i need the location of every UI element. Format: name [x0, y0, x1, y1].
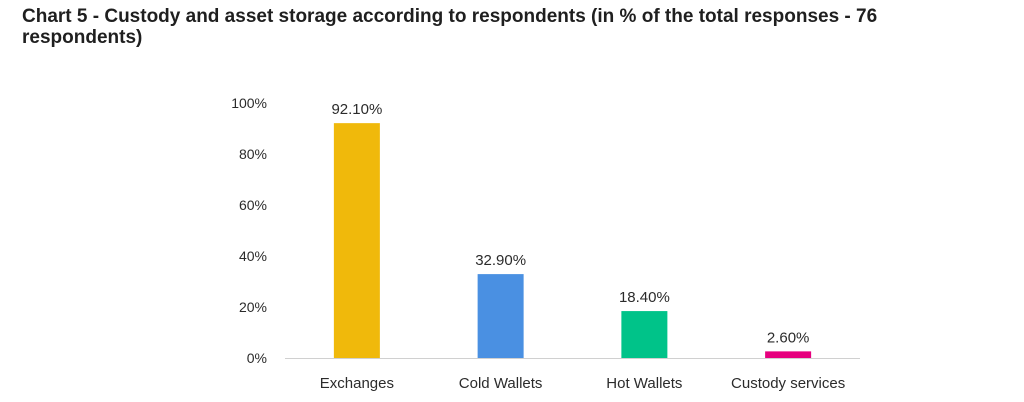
bar-cold-wallets — [477, 274, 524, 358]
y-tick-label: 20% — [239, 299, 267, 315]
y-tick-label: 0% — [247, 350, 267, 366]
data-label: 2.60% — [767, 329, 810, 346]
x-tick-label: Exchanges — [320, 375, 394, 392]
y-axis: 0% 20% 40% 60% 80% 100% — [231, 95, 267, 366]
data-labels-group: 92.10% 32.90% 18.40% 2.60% — [331, 101, 809, 346]
y-tick-label: 60% — [239, 197, 267, 213]
bars-group — [333, 123, 812, 359]
data-label: 18.40% — [619, 289, 670, 306]
bar-exchanges — [333, 123, 380, 359]
x-axis: Exchanges Cold Wallets Hot Wallets Custody … — [320, 375, 845, 392]
bar-hot-wallets — [621, 311, 668, 358]
x-tick-label: Custody services — [731, 375, 845, 392]
bar-custody-services — [765, 351, 812, 358]
y-tick-label: 100% — [231, 95, 267, 111]
x-tick-label: Cold Wallets — [459, 375, 543, 392]
y-tick-label: 80% — [239, 146, 267, 162]
chart-title: Chart 5 - Custody and asset storage acco… — [22, 6, 878, 48]
y-tick-label: 40% — [239, 248, 267, 264]
x-tick-label: Hot Wallets — [606, 375, 682, 392]
data-label: 32.90% — [475, 252, 526, 269]
data-label: 92.10% — [331, 101, 382, 118]
